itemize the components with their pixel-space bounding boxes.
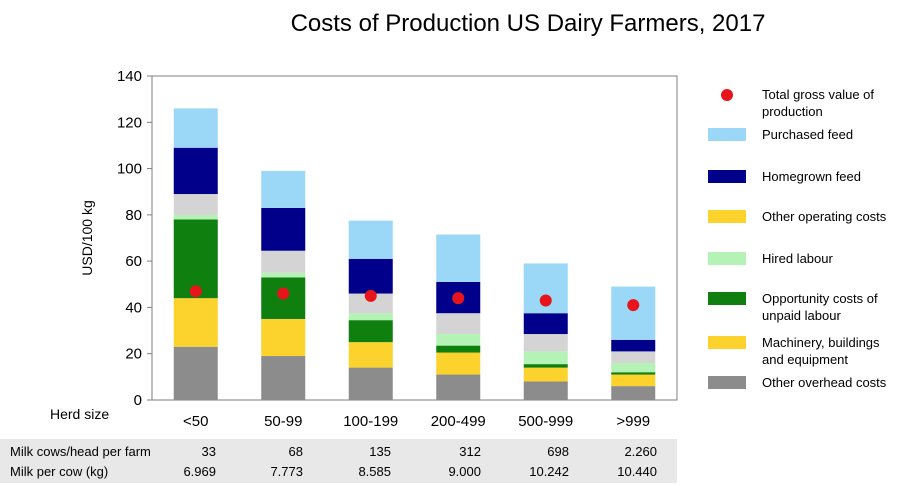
bar-segment [173, 108, 218, 148]
bar-segment [436, 334, 481, 346]
legend-label: Opportunity costs of unpaid labour [762, 291, 878, 323]
bar-segment [436, 234, 481, 282]
table-cell: 9.000 [448, 464, 481, 479]
legend-swatch [708, 376, 746, 389]
legend-label: Other operating costs [762, 209, 887, 224]
table-cell: 312 [459, 444, 481, 459]
bar-segment [261, 272, 306, 278]
bar-segment [348, 342, 393, 368]
bar-segment [523, 364, 568, 368]
plot-frame [151, 75, 678, 401]
bar-segment [523, 334, 568, 352]
legend-marker-dot [721, 89, 733, 101]
farm-stats-table: Milk cows/head per farm 33 68 135 312 69… [0, 439, 677, 483]
legend-swatch [708, 210, 746, 223]
bar-segment [436, 313, 481, 335]
legend-label: Homegrown feed [762, 169, 861, 184]
x-tick-label: 50-99 [264, 413, 302, 430]
legend-label: Hired labour [762, 251, 833, 266]
bar-segment [261, 170, 306, 208]
table-cell: 135 [369, 444, 391, 459]
table-row-milk-cows: Milk cows/head per farm 33 68 135 312 69… [0, 442, 677, 461]
bar-segment [611, 351, 656, 363]
bar-segment [348, 313, 393, 321]
bar-segment [348, 258, 393, 294]
legend-swatch [708, 292, 746, 305]
bar-segment [261, 207, 306, 251]
row-label: Milk cows/head per farm [10, 444, 151, 459]
legend-label: Purchased feed [762, 127, 854, 142]
bar-segment [173, 214, 218, 220]
bar-segment [173, 298, 218, 347]
gross-value-point [452, 292, 465, 305]
legend-swatch [708, 170, 746, 183]
bar-segment [611, 286, 656, 340]
table-cell: 6.969 [183, 464, 216, 479]
y-tick-label: 0 [134, 392, 142, 409]
x-tick-label: <50 [183, 413, 208, 430]
y-tick-label: 20 [125, 346, 142, 363]
y-tick-label: 40 [125, 299, 142, 316]
gross-value-point [364, 289, 377, 302]
table-cell: 10.440 [617, 464, 657, 479]
legend-swatch [708, 336, 746, 349]
bar-segment [348, 320, 393, 343]
bar-segment [173, 147, 218, 195]
bar-segment [523, 381, 568, 400]
table-cell: 68 [288, 444, 303, 459]
gross-value-point [277, 287, 290, 300]
bar-segment [436, 352, 481, 375]
bar-segment [261, 319, 306, 357]
bar-segment [173, 346, 218, 400]
x-tick-label: >999 [616, 413, 650, 430]
gross-value-point [627, 299, 640, 312]
bar-segment [611, 339, 656, 352]
gross-value-point [539, 294, 552, 307]
row-label: Milk per cow (kg) [10, 464, 109, 479]
y-tick-label: 80 [125, 207, 142, 224]
y-axis-label: USD/100 kg [79, 200, 95, 275]
bar-segment [523, 351, 568, 365]
table-cell: 8.585 [358, 464, 391, 479]
bar-segment [523, 313, 568, 335]
legend-label: Machinery, buildings and equipment [762, 335, 880, 367]
x-tick-label: 200-499 [431, 413, 486, 430]
x-tick-label: 500-999 [518, 413, 573, 430]
table-cell: 10.242 [529, 464, 569, 479]
bar-segment [523, 367, 568, 382]
bar-segment [611, 386, 656, 400]
legend-swatch [708, 252, 746, 265]
table-cell: 33 [201, 444, 216, 459]
y-tick-label: 140 [117, 68, 142, 85]
bar-segment [611, 372, 656, 375]
bar-segment [436, 345, 481, 353]
table-cell: 698 [547, 444, 569, 459]
table-cell: 7.773 [270, 464, 303, 479]
y-tick-label: 100 [117, 161, 142, 178]
bar-segment [173, 194, 218, 215]
table-cell: 2.260 [624, 444, 657, 459]
bar-segment [348, 220, 393, 259]
y-tick-label: 120 [117, 114, 142, 131]
bar-segment [261, 356, 306, 400]
legend-label: Other overhead costs [762, 375, 887, 390]
bar-segment [173, 219, 218, 299]
bar-segment [348, 367, 393, 400]
legend-label: Total gross value of production [762, 87, 875, 119]
bar-segment [436, 374, 481, 400]
bar-segment [611, 362, 656, 373]
y-tick-label: 60 [125, 253, 142, 270]
legend-swatch [708, 128, 746, 141]
bar-segment [611, 374, 656, 387]
table-row-milk-per-cow: Milk per cow (kg) 6.969 7.773 8.585 9.00… [0, 462, 677, 481]
herd-size-label: Herd size [50, 406, 110, 422]
bar-segment [348, 293, 393, 314]
gross-value-point [189, 285, 202, 298]
bar-segment [261, 250, 306, 273]
x-tick-label: 100-199 [343, 413, 398, 430]
chart-title: Costs of Production US Dairy Farmers, 20… [290, 10, 766, 37]
